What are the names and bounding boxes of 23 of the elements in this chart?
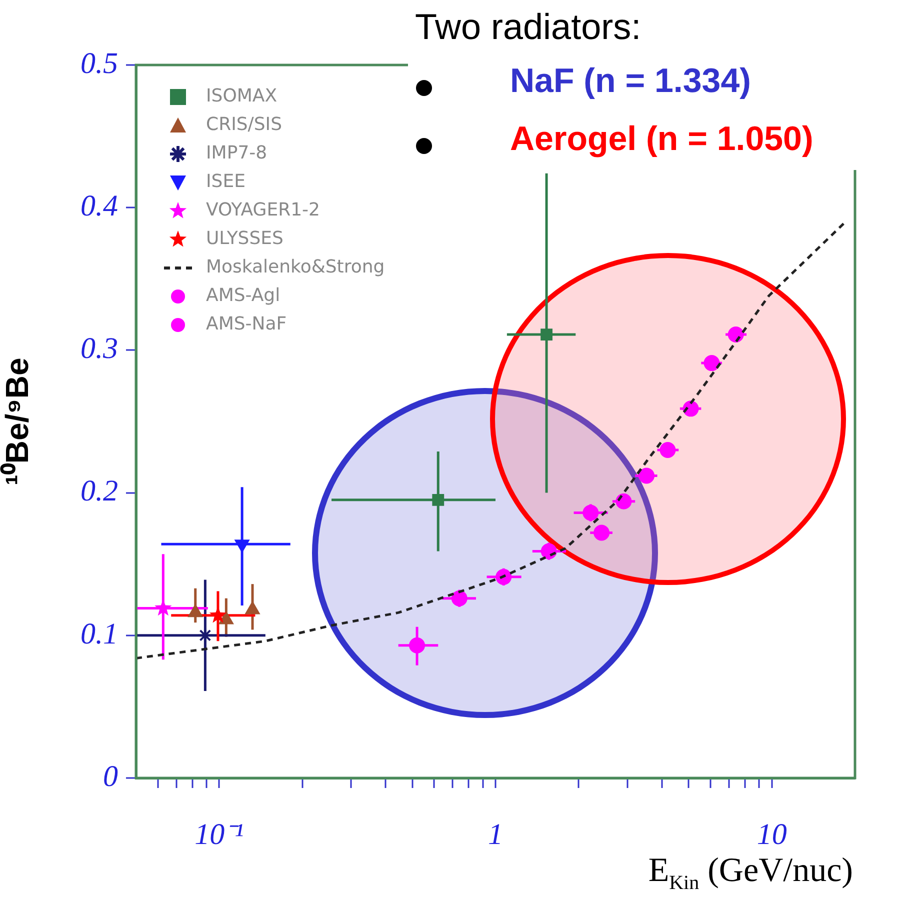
y-tick-label: 0 — [103, 760, 118, 793]
y-tick-label: 0.5 — [80, 46, 118, 80]
legend-label: AMS-NaF — [206, 314, 287, 335]
text: Two radiators: — [415, 6, 642, 48]
y-tick-label: 0.4 — [80, 189, 118, 222]
x-axis-title: E$_{Kin}$ (GeV/nuc) — [648, 852, 853, 895]
x-tick-label: 1 — [488, 818, 503, 851]
legend-label: ULYSSES — [206, 228, 284, 250]
y-tick-label: 0.3 — [80, 332, 118, 366]
legend-label: ISOMAX — [206, 86, 278, 107]
legend-label: Moskalenko&Strong — [206, 256, 385, 278]
legend-label: IMP7-8 — [206, 142, 268, 164]
y-axis-title: ¹⁰Be/⁹Be — [0, 358, 36, 486]
legend-label: ISEE — [206, 171, 246, 192]
x-tick-label: 10⁻¹ — [194, 818, 244, 851]
legend-label: CRIS/SIS — [206, 114, 282, 136]
annotation: NaF (n = 1.334) — [510, 62, 751, 101]
annotation: Aerogel (n = 1.050) — [510, 120, 814, 159]
legend-label: AMS-Agl — [206, 285, 280, 306]
y-tick-label: 0.1 — [80, 617, 118, 650]
y-tick-label: 0.2 — [80, 474, 118, 508]
x-tick-label: 10 — [756, 818, 787, 851]
legend-label: VOYAGER1-2 — [206, 200, 320, 221]
